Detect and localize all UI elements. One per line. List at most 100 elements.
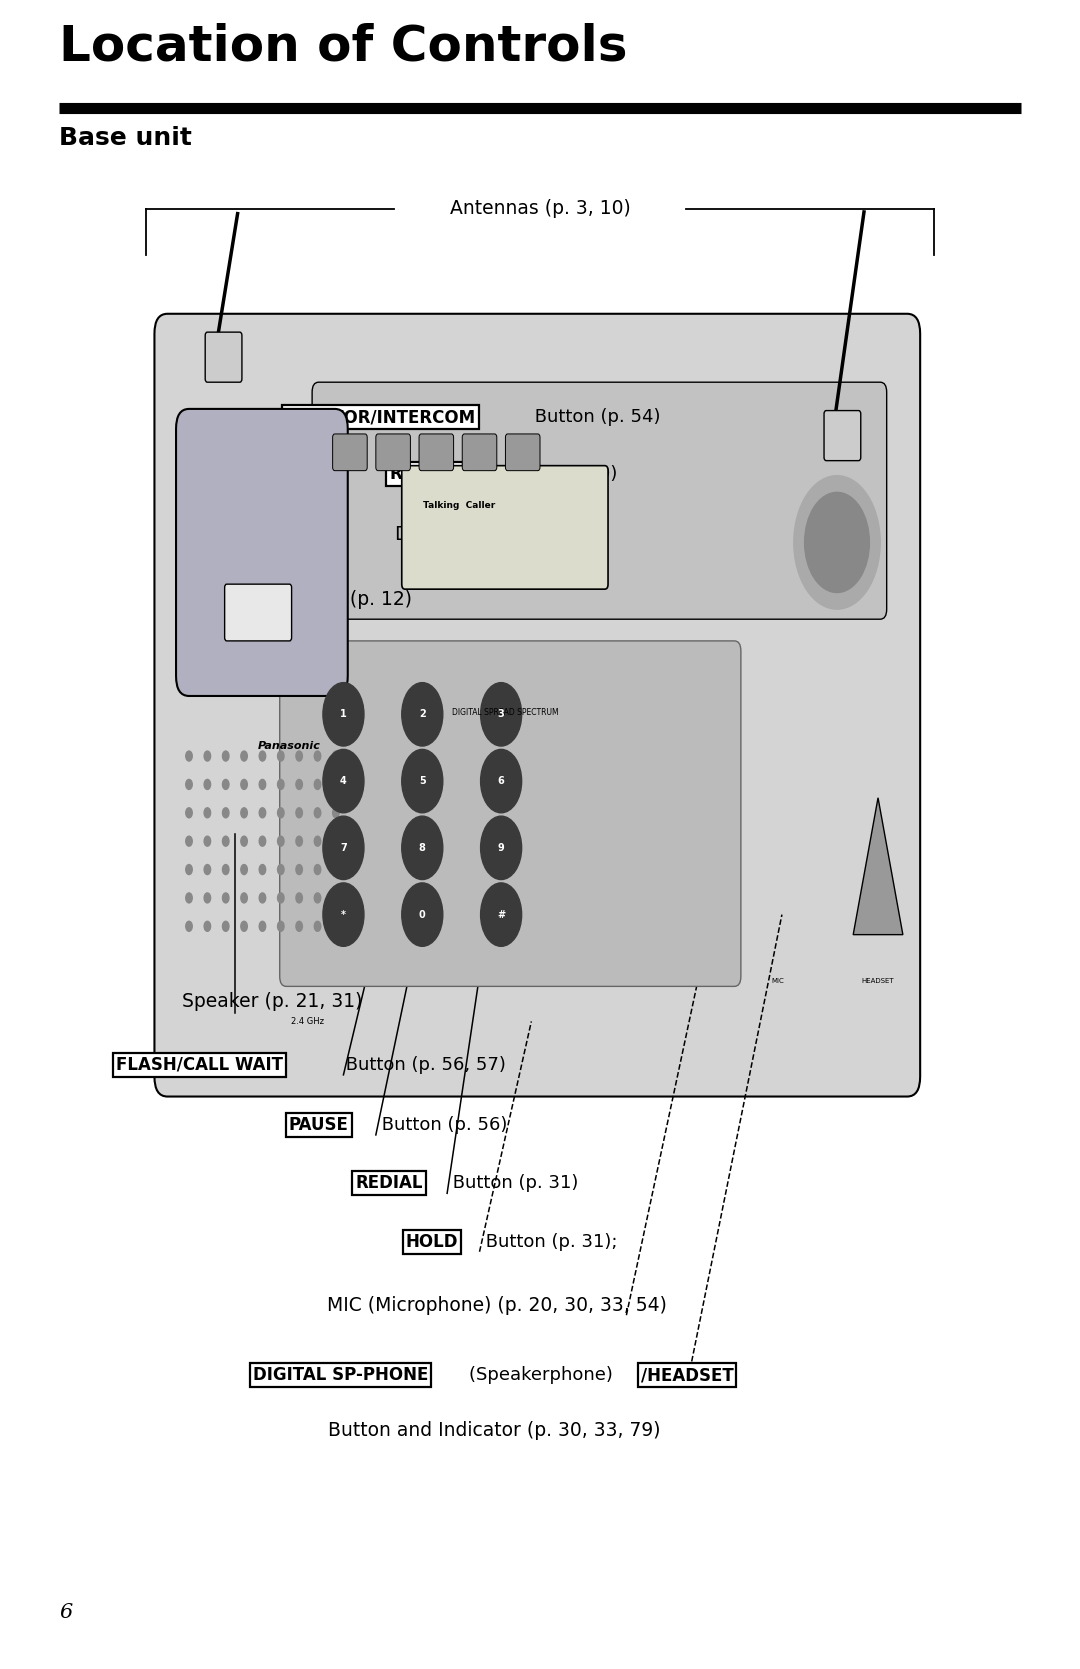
Text: Base unit: Base unit <box>59 127 192 150</box>
Circle shape <box>186 836 192 846</box>
Circle shape <box>402 749 443 813</box>
Circle shape <box>241 751 247 761</box>
Text: RINGER: RINGER <box>389 466 460 482</box>
Circle shape <box>278 865 284 875</box>
Text: /HEADSET: /HEADSET <box>640 1367 733 1384</box>
Circle shape <box>278 893 284 903</box>
Text: 3: 3 <box>498 709 504 719</box>
FancyBboxPatch shape <box>280 641 741 986</box>
Circle shape <box>481 816 522 880</box>
FancyBboxPatch shape <box>205 332 242 382</box>
Circle shape <box>241 808 247 818</box>
Circle shape <box>794 476 880 609</box>
FancyBboxPatch shape <box>402 466 608 589</box>
Text: PAUSE: PAUSE <box>288 1117 349 1133</box>
Text: REDIAL: REDIAL <box>355 1175 422 1192</box>
Circle shape <box>296 779 302 789</box>
Circle shape <box>323 883 364 946</box>
Circle shape <box>402 883 443 946</box>
FancyBboxPatch shape <box>824 411 861 461</box>
FancyBboxPatch shape <box>333 434 367 471</box>
Circle shape <box>314 865 321 875</box>
Circle shape <box>333 751 339 761</box>
Circle shape <box>278 836 284 846</box>
Circle shape <box>296 751 302 761</box>
Circle shape <box>241 779 247 789</box>
Circle shape <box>204 921 211 931</box>
Text: Button (p. 56, 57): Button (p. 56, 57) <box>340 1056 507 1073</box>
Circle shape <box>204 836 211 846</box>
Circle shape <box>481 883 522 946</box>
Circle shape <box>333 865 339 875</box>
Circle shape <box>805 492 869 592</box>
Circle shape <box>278 751 284 761</box>
Text: 5: 5 <box>419 776 426 786</box>
Text: LOCATOR/INTERCOM: LOCATOR/INTERCOM <box>285 409 475 426</box>
Circle shape <box>241 893 247 903</box>
Circle shape <box>323 683 364 746</box>
Circle shape <box>222 836 229 846</box>
Text: 2.4 GHz: 2.4 GHz <box>292 1016 324 1026</box>
Circle shape <box>222 893 229 903</box>
Circle shape <box>204 893 211 903</box>
FancyBboxPatch shape <box>154 314 920 1097</box>
Circle shape <box>222 865 229 875</box>
Circle shape <box>323 816 364 880</box>
Circle shape <box>186 921 192 931</box>
Circle shape <box>186 779 192 789</box>
Text: HOLD: HOLD <box>406 1233 458 1250</box>
Circle shape <box>186 751 192 761</box>
Circle shape <box>314 921 321 931</box>
Text: Button (p. 54): Button (p. 54) <box>529 409 661 426</box>
Text: 6: 6 <box>59 1604 72 1622</box>
Text: 9: 9 <box>498 843 504 853</box>
Text: 4: 4 <box>340 776 347 786</box>
Text: *: * <box>341 910 346 920</box>
Text: Button (p. 31): Button (p. 31) <box>447 1175 579 1192</box>
Text: (Speakerphone): (Speakerphone) <box>469 1367 619 1384</box>
Circle shape <box>204 751 211 761</box>
FancyBboxPatch shape <box>176 409 348 696</box>
Circle shape <box>296 808 302 818</box>
FancyBboxPatch shape <box>505 434 540 471</box>
Text: MIC: MIC <box>771 978 784 985</box>
Circle shape <box>222 751 229 761</box>
Text: Charge Contacts (p. 12): Charge Contacts (p. 12) <box>188 589 413 609</box>
Circle shape <box>314 836 321 846</box>
Circle shape <box>222 921 229 931</box>
Circle shape <box>314 779 321 789</box>
Text: DIGITAL SPREAD SPECTRUM: DIGITAL SPREAD SPECTRUM <box>453 708 558 718</box>
Circle shape <box>222 779 229 789</box>
Circle shape <box>186 893 192 903</box>
Text: Location of Controls: Location of Controls <box>59 22 627 70</box>
Circle shape <box>333 921 339 931</box>
Circle shape <box>333 893 339 903</box>
Text: 8: 8 <box>419 843 426 853</box>
Circle shape <box>296 893 302 903</box>
Text: Speaker (p. 21, 31): Speaker (p. 21, 31) <box>181 991 363 1011</box>
Text: Button (p. 56): Button (p. 56) <box>376 1117 508 1133</box>
Circle shape <box>481 749 522 813</box>
Circle shape <box>323 749 364 813</box>
Circle shape <box>402 816 443 880</box>
Circle shape <box>186 865 192 875</box>
Text: Button and Indicator (p. 30, 33, 79): Button and Indicator (p. 30, 33, 79) <box>328 1420 661 1440</box>
Text: HEADSET: HEADSET <box>862 978 894 985</box>
Text: 6: 6 <box>498 776 504 786</box>
Circle shape <box>259 893 266 903</box>
Circle shape <box>259 808 266 818</box>
Circle shape <box>314 893 321 903</box>
Text: #: # <box>497 910 505 920</box>
Circle shape <box>259 921 266 931</box>
Text: MIC (Microphone) (p. 20, 30, 33, 54): MIC (Microphone) (p. 20, 30, 33, 54) <box>327 1295 666 1315</box>
Text: Talking  Caller: Talking Caller <box>423 501 495 511</box>
Circle shape <box>278 808 284 818</box>
Circle shape <box>333 808 339 818</box>
Circle shape <box>333 779 339 789</box>
Circle shape <box>259 865 266 875</box>
Circle shape <box>314 751 321 761</box>
FancyBboxPatch shape <box>312 382 887 619</box>
Circle shape <box>278 921 284 931</box>
Circle shape <box>204 779 211 789</box>
Text: 7: 7 <box>340 843 347 853</box>
